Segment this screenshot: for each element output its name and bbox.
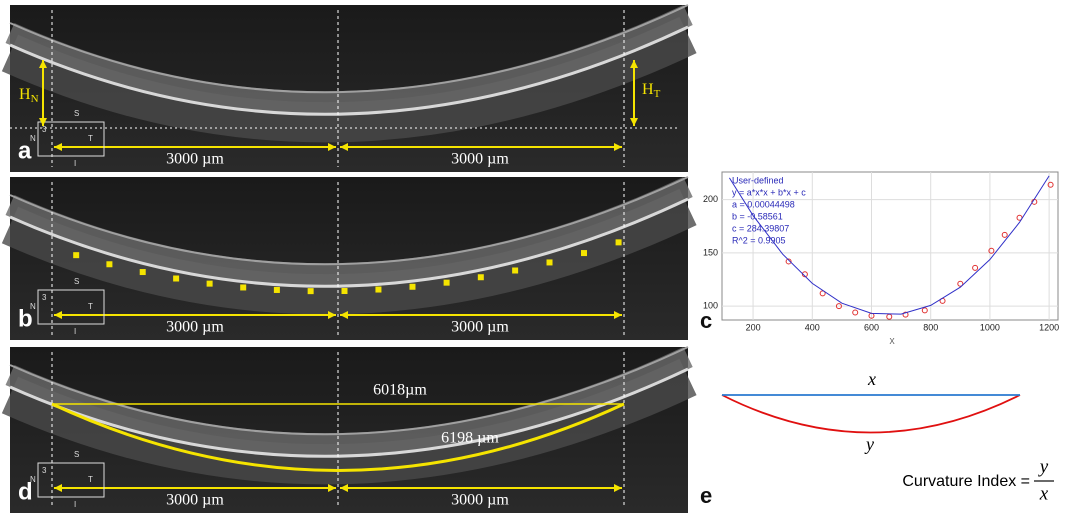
height-letter: H [19,86,31,103]
height-letter: H [642,81,654,98]
panel-letter: c [700,308,712,333]
height-subscript: N [31,93,39,105]
x-axis-label: X [889,337,895,346]
segmentation-dot [173,276,179,282]
span-label: 3000 µm [166,492,224,509]
compass-label: T [88,134,93,143]
segmentation-dot [73,252,79,258]
segmentation-dot [547,259,553,265]
arc-label: y [864,434,874,454]
span-label: 3000 µm [166,319,224,336]
segmentation-dot [274,287,280,293]
compass-label: I [74,327,76,336]
compass-label: S [74,277,79,286]
y-tick-label: 200 [703,194,718,204]
span-label: 3000 µm [166,151,224,168]
segmentation-dot [106,261,112,267]
compass-label: I [74,159,76,168]
span-label: 3000 µm [451,151,509,168]
compass-label: T [88,475,93,484]
fit-annotation: y = a*x*x + b*x + c [732,187,806,197]
fit-annotation: R^2 = 0.9905 [732,235,786,245]
segmentation-dot [581,250,587,256]
compass-label: 3 [42,293,47,302]
segmentation-dot [409,284,415,290]
x-tick-label: 200 [746,322,761,332]
compass-label: 3 [42,466,47,475]
compass-label: I [74,500,76,509]
chord-label: 6018µm [373,382,427,399]
panel-letter: a [18,137,32,164]
segmentation-dot [478,274,484,280]
segmentation-dot [342,288,348,294]
compass-label: 3 [42,125,47,134]
segmentation-dot [375,287,381,293]
formula-numerator: y [1038,456,1049,477]
fit-annotation: a = 0.00044498 [732,199,795,209]
formula-denominator: x [1039,483,1049,504]
compass-label: S [74,450,79,459]
segmentation-dot [444,280,450,286]
x-tick-label: 1200 [1039,322,1059,332]
x-tick-label: 1000 [980,322,1000,332]
height-subscript: T [654,88,661,100]
panel-letter: b [18,305,33,332]
span-label: 3000 µm [451,492,509,509]
x-tick-label: 400 [805,322,820,332]
arc-label: 6198 µm [441,430,499,447]
segmentation-dot [207,281,213,287]
y-tick-label: 150 [703,247,718,257]
panel-letter: e [700,483,712,508]
fit-annotation: User-defined [732,175,784,185]
chord-label: x [867,369,876,389]
segmentation-dot [616,239,622,245]
figure: 3000 µm3000 µmSTIN3aHNHT3000 µm3000 µmST… [0,0,1074,513]
page: {"panels": { "a": {"letter": "a", "h_nas… [0,0,1074,513]
span-label: 3000 µm [451,319,509,336]
segmentation-dot [140,269,146,275]
fit-annotation: b = -0.58561 [732,211,783,221]
compass-label: S [74,109,79,118]
x-tick-label: 600 [864,322,879,332]
segmentation-dot [240,284,246,290]
formula-text: Curvature Index = [902,473,1030,490]
segmentation-dot [512,268,518,274]
x-tick-label: 800 [923,322,938,332]
compass-label: T [88,302,93,311]
panel-letter: d [18,478,33,505]
segmentation-dot [308,288,314,294]
arc-curve [722,395,1020,433]
